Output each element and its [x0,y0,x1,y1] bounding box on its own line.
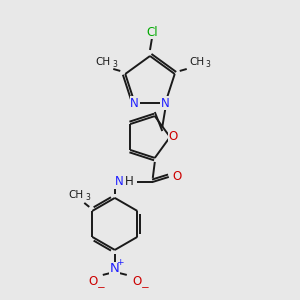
Text: 3: 3 [206,61,211,70]
Text: +: + [116,258,124,267]
Text: −: − [96,283,105,293]
Text: O: O [132,275,141,288]
Text: O: O [172,170,182,183]
Text: N: N [161,97,170,110]
Text: CH: CH [189,57,204,67]
Text: −: − [140,283,149,293]
Text: 3: 3 [112,61,117,70]
Text: Cl: Cl [146,26,158,38]
Text: O: O [88,275,98,288]
Text: CH: CH [69,190,84,200]
Text: N: N [130,97,139,110]
Text: N: N [110,262,120,275]
Text: 3: 3 [85,194,90,202]
Text: CH: CH [96,57,111,67]
Text: O: O [168,130,178,143]
Text: N: N [114,176,123,188]
Text: H: H [124,176,133,188]
